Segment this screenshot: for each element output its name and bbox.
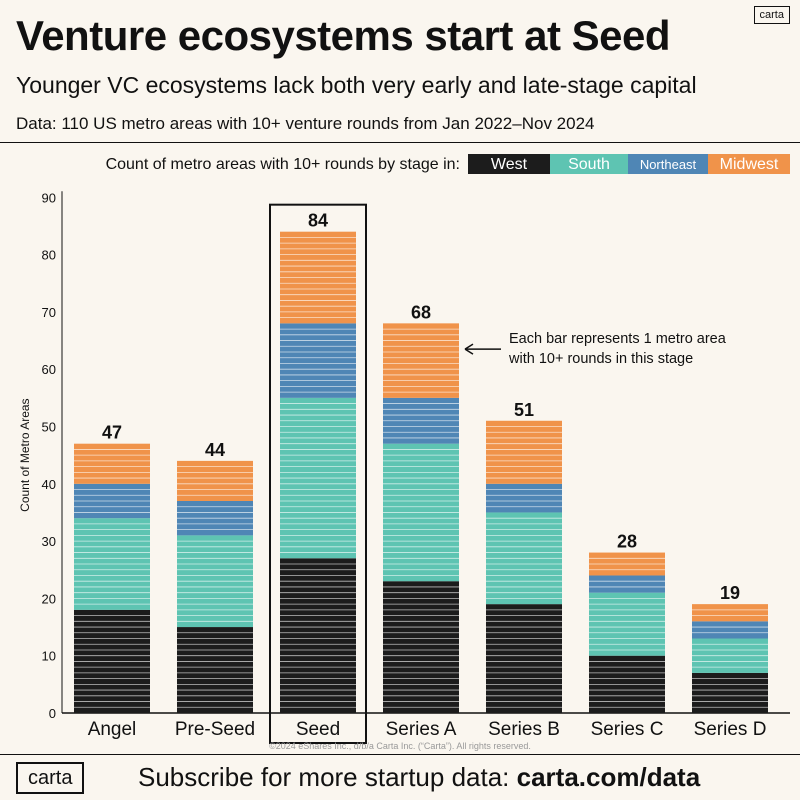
- header-divider: [0, 142, 800, 143]
- y-tick-label: 10: [42, 649, 56, 664]
- y-tick-label: 70: [42, 305, 56, 320]
- bar-segment-midwest: [383, 323, 459, 398]
- bar-total-label: 19: [720, 583, 740, 603]
- copyright-note: ©2024 eShares Inc., d/b/a Carta Inc. (“C…: [269, 741, 531, 751]
- bar-total-label: 84: [308, 211, 328, 231]
- bar-total-label: 28: [617, 532, 637, 552]
- legend-swatch-west: [468, 154, 550, 174]
- y-tick-label: 50: [42, 420, 56, 435]
- bar-segment-west: [692, 672, 768, 713]
- y-tick-label: 80: [42, 248, 56, 263]
- bar-segment-west: [383, 581, 459, 713]
- x-tick-label: Pre-Seed: [175, 719, 255, 740]
- y-tick-label: 30: [42, 534, 56, 549]
- data-note: Data: 110 US metro areas with 10+ ventur…: [16, 114, 595, 133]
- footer-link[interactable]: carta.com/data: [516, 762, 701, 792]
- y-tick-label: 0: [49, 706, 56, 721]
- bar-segment-northeast: [589, 575, 665, 593]
- y-tick-label: 90: [42, 190, 56, 205]
- bar-segment-west: [280, 558, 356, 713]
- y-axis-label: Count of Metro Areas: [18, 398, 32, 511]
- footer-subscribe: Subscribe for more startup data: carta.c…: [138, 762, 700, 793]
- bar-segment-midwest: [177, 460, 253, 501]
- x-tick-label: Seed: [296, 719, 340, 740]
- bar-total-label: 47: [102, 423, 122, 443]
- x-tick-label: Series D: [694, 719, 767, 740]
- legend-label-midwest: Midwest: [720, 156, 779, 173]
- legend-swatch-south: [550, 154, 628, 174]
- carta-logo-small: carta: [753, 6, 790, 24]
- legend-label-west: West: [491, 156, 528, 173]
- footer-text: Subscribe for more startup data:: [138, 762, 517, 792]
- footer-divider: [0, 754, 800, 755]
- y-tick-label: 20: [42, 591, 56, 606]
- stacked-bar-chart: Count of metro areas with 10+ rounds by …: [18, 154, 790, 751]
- bar-segment-northeast: [692, 621, 768, 639]
- bar-segment-northeast: [486, 483, 562, 513]
- bar-segment-midwest: [74, 443, 150, 484]
- page-title: Venture ecosystems start at Seed: [16, 12, 671, 59]
- bar-segment-midwest: [486, 420, 562, 484]
- legend-swatch-midwest: [708, 154, 790, 174]
- x-tick-label: Series A: [386, 719, 457, 740]
- x-tick-label: Angel: [88, 719, 137, 740]
- annotation-arrow-head: [464, 343, 474, 355]
- carta-logo-footer: carta: [16, 762, 85, 794]
- seed-highlight-box: [269, 203, 367, 744]
- bar-total-label: 44: [205, 440, 225, 460]
- legend-title: Count of metro areas with 10+ rounds by …: [106, 156, 460, 173]
- bar-segment-west: [177, 627, 253, 713]
- legend-swatch-northeast: [628, 154, 708, 174]
- annotation-text-line2: with 10+ rounds in this stage: [508, 351, 693, 367]
- bar-segment-northeast: [280, 323, 356, 398]
- bar-total-label: 51: [514, 400, 534, 420]
- page-subtitle: Younger VC ecosystems lack both very ear…: [16, 72, 697, 98]
- y-tick-label: 60: [42, 362, 56, 377]
- x-tick-label: Series B: [488, 719, 560, 740]
- annotation-text-line1: Each bar represents 1 metro area: [509, 331, 727, 347]
- bar-total-label: 68: [411, 302, 431, 322]
- legend-label-northeast: Northeast: [640, 157, 697, 172]
- bar-segment-midwest: [692, 604, 768, 622]
- bar-segment-west: [486, 604, 562, 713]
- y-tick-label: 40: [42, 477, 56, 492]
- legend-label-south: South: [568, 156, 610, 173]
- bar-segment-south: [589, 592, 665, 656]
- x-tick-label: Series C: [591, 719, 664, 740]
